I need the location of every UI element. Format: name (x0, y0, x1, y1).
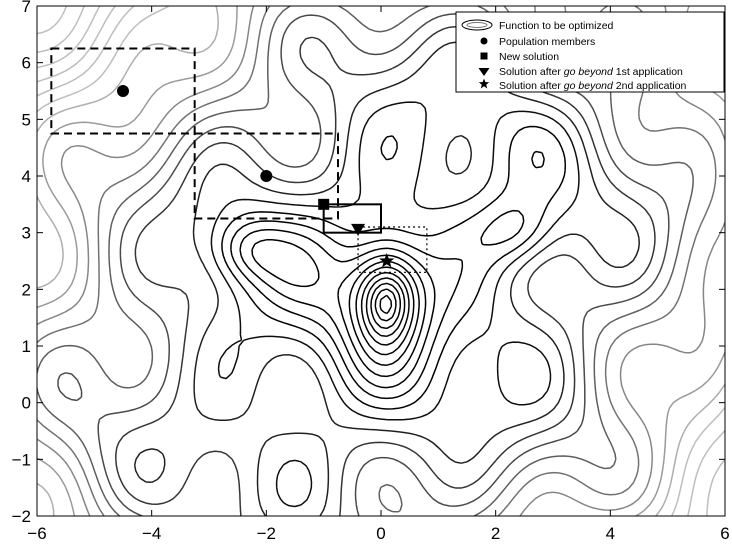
contour-level-2 (374, 288, 397, 322)
region-dashed-2 (193, 132, 339, 220)
legend-square-icon (480, 52, 488, 60)
region-dashed-1 (50, 47, 196, 135)
marker-circle-2 (260, 170, 273, 182)
marker-star-1 (379, 253, 395, 268)
contour-level-5 (360, 271, 410, 346)
contour-level-10 (230, 150, 545, 400)
legend-label-population: Population members (499, 36, 595, 48)
solution-markers (117, 85, 395, 268)
x-tick-label: 4 (606, 524, 615, 543)
contour-lines (37, 6, 725, 516)
legend-contour-symbol-outer (461, 19, 493, 31)
legend-label-function: Function to be optimized (499, 20, 614, 32)
legend-triangle-icon (478, 68, 490, 76)
contour-level-11 (221, 125, 567, 410)
y-tick-label: 5 (22, 110, 31, 129)
legend-second-post: 2nd application (613, 80, 687, 92)
y-tick-label: −2 (12, 507, 31, 526)
legend-label-first-application: Solution after go beyond 1st application (499, 66, 683, 78)
legend-label-new-solution: New solution (499, 51, 559, 63)
y-tick-label: 1 (22, 337, 31, 356)
y-tick-label: 0 (22, 394, 31, 413)
legend-star-icon (478, 78, 490, 89)
region-dotted-4 (357, 226, 428, 273)
contour-level-14 (115, 25, 656, 516)
contour-level-9 (239, 229, 436, 389)
legend-circle-icon (480, 37, 488, 45)
axis-ticks: −6 −4 −2 0 2 4 6 −2 −1 0 1 2 3 4 5 6 7 (12, 0, 730, 543)
x-tick-label: −4 (142, 524, 161, 543)
y-tick-label: 6 (22, 54, 31, 73)
legend-box (455, 11, 725, 93)
marker-triangle-down-1 (351, 223, 366, 236)
contour-level-22 (37, 6, 725, 516)
legend-contour-symbol-inner (466, 22, 488, 28)
y-tick-label: 4 (22, 167, 31, 186)
contour-level-4 (365, 277, 406, 338)
contour-level-6 (355, 266, 415, 356)
contour-level-1 (379, 294, 393, 315)
y-tick-label: 3 (22, 224, 31, 243)
y-tick-label: 2 (22, 280, 31, 299)
x-tick-label: 6 (720, 524, 729, 543)
contour-level-24 (37, 6, 101, 69)
marker-square-1 (318, 198, 330, 210)
x-tick-label: −6 (27, 524, 46, 543)
contour-level-26 (37, 6, 68, 35)
legend-second-pre: Solution after (499, 80, 564, 92)
contour-level-3 (370, 282, 402, 330)
legend-first-post: 1st application (613, 66, 683, 78)
contour-level-13 (133, 41, 640, 516)
contour-level-17 (37, 6, 717, 516)
x-tick-label: −2 (257, 524, 276, 543)
legend-first-italic: go beyond (564, 66, 614, 78)
search-regions (50, 47, 428, 273)
contour-level-21 (37, 6, 725, 516)
contour-level-12 (210, 101, 580, 508)
y-tick-label: −1 (12, 450, 31, 469)
contour-level-18 (37, 6, 725, 516)
legend: Function to be optimized Population memb… (455, 11, 725, 93)
marker-circle-1 (117, 85, 129, 97)
y-tick-label: 7 (22, 0, 31, 16)
contour-level-23 (37, 6, 725, 516)
legend-second-italic: go beyond (564, 80, 614, 92)
x-tick-label: 2 (491, 524, 500, 543)
legend-label-second-application: Solution after go beyond 2nd application (499, 80, 687, 92)
legend-first-pre: Solution after (499, 66, 564, 78)
contour-level-7 (348, 260, 420, 366)
region-solid-3 (322, 203, 382, 234)
x-tick-label: 0 (376, 524, 385, 543)
